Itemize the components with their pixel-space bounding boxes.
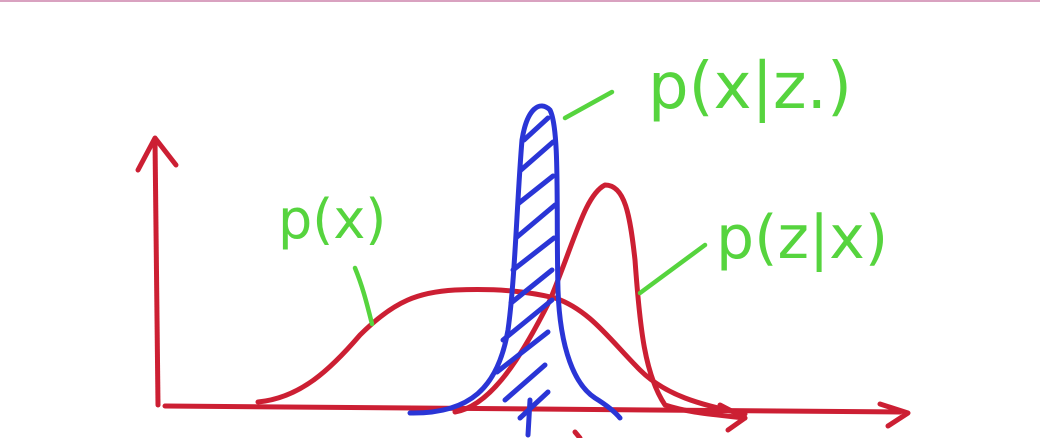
posterior-shape (407, 103, 623, 438)
x-axis-arrowhead (877, 401, 911, 429)
top-border-line (0, 0, 1040, 2)
x-axis (162, 403, 903, 415)
axes (135, 135, 911, 438)
posterior-center-line (525, 397, 533, 438)
pointer-p-z-given-x (637, 242, 708, 296)
posterior-hatching (494, 115, 558, 421)
prior-curve (255, 286, 748, 417)
y-axis (152, 137, 161, 408)
label-p-x: p(x) (278, 188, 386, 251)
pointer-p-x (352, 265, 375, 327)
label-p-z-given-x: p(z|x) (716, 203, 888, 273)
likelihood-curve (452, 182, 748, 421)
y-axis-arrowhead (135, 135, 179, 173)
pointer-p-x-given-z (562, 89, 615, 121)
tick-mark (572, 429, 583, 438)
likelihood-tail-arrow (717, 402, 748, 433)
label-p-x-given-z: p(x|z.) (648, 50, 852, 124)
posterior-curve (407, 103, 623, 421)
